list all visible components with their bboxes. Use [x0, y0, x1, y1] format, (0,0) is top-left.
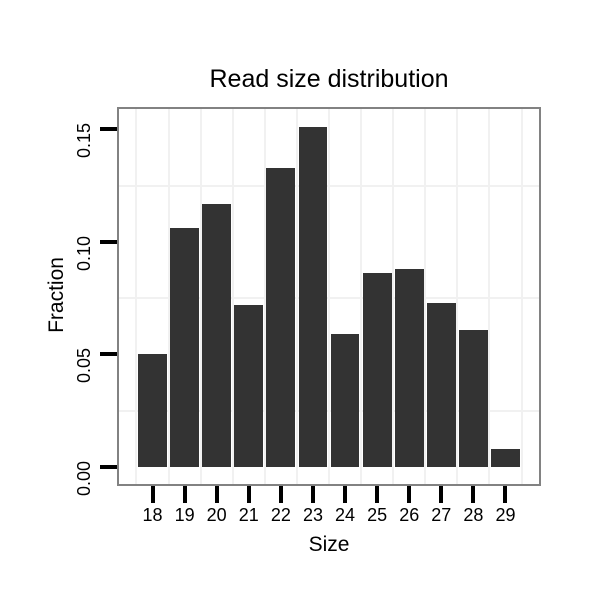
x-tick-label: 20 — [206, 505, 227, 525]
x-tick-label: 18 — [142, 505, 163, 525]
x-tick-label: 27 — [431, 505, 452, 525]
x-tick-label: 22 — [270, 505, 291, 525]
minor-gridline-vertical — [424, 109, 427, 484]
minor-gridline-vertical — [263, 109, 266, 484]
x-tick-label: 29 — [495, 505, 516, 525]
minor-gridline-horizontal — [119, 184, 539, 187]
bar-size-23 — [298, 127, 328, 467]
y-tick — [100, 352, 117, 357]
plot-panel — [117, 107, 541, 486]
x-tick — [407, 486, 412, 503]
y-tick-label: 0.00 — [74, 460, 94, 496]
x-tick-label: 21 — [238, 505, 259, 525]
bar-size-27 — [426, 302, 456, 467]
x-tick-label: 19 — [174, 505, 195, 525]
y-tick — [100, 464, 117, 469]
minor-gridline-vertical — [392, 109, 395, 484]
x-tick — [150, 486, 155, 503]
minor-gridline-vertical — [135, 109, 138, 484]
minor-gridline-vertical — [328, 109, 330, 484]
x-tick — [246, 486, 251, 503]
bar-size-19 — [170, 228, 200, 467]
x-tick — [439, 486, 444, 503]
y-tick-label: 0.10 — [74, 235, 94, 271]
bar-size-21 — [234, 304, 264, 467]
y-tick-label: 0.05 — [74, 348, 94, 384]
x-tick — [343, 486, 348, 503]
minor-gridline-vertical — [199, 109, 202, 484]
x-axis-title: Size — [308, 533, 350, 556]
chart-title: Read size distribution — [209, 65, 449, 93]
y-tick — [100, 127, 117, 132]
bar-size-29 — [491, 448, 520, 467]
x-tick — [182, 486, 187, 503]
minor-gridline-horizontal — [119, 297, 539, 300]
bar-size-22 — [266, 167, 296, 467]
minor-gridline-vertical — [456, 109, 459, 484]
y-tick — [100, 239, 117, 244]
x-tick-label: 26 — [399, 505, 420, 525]
bar-size-24 — [330, 334, 360, 467]
minor-gridline-vertical — [167, 109, 170, 484]
x-tick-label: 28 — [463, 505, 484, 525]
x-tick — [503, 486, 508, 503]
bar-size-20 — [202, 203, 232, 467]
y-tick-label: 0.15 — [74, 123, 94, 159]
y-axis-title: Fraction — [45, 257, 68, 333]
minor-gridline-vertical — [231, 109, 234, 484]
bar-size-25 — [362, 273, 392, 467]
x-tick-label: 23 — [302, 505, 323, 525]
x-tick-label: 24 — [335, 505, 356, 525]
bar-size-18 — [138, 354, 167, 467]
minor-gridline-vertical — [520, 109, 523, 484]
bar-size-28 — [458, 329, 488, 467]
bar-size-26 — [394, 268, 424, 467]
x-tick — [310, 486, 315, 503]
x-tick — [375, 486, 380, 503]
x-tick — [278, 486, 283, 503]
minor-gridline-vertical — [295, 109, 298, 484]
x-tick-label: 25 — [367, 505, 388, 525]
minor-gridline-vertical — [360, 109, 363, 484]
x-tick — [471, 486, 476, 503]
minor-gridline-horizontal — [119, 409, 539, 412]
x-tick — [214, 486, 219, 503]
minor-gridline-vertical — [488, 109, 491, 484]
